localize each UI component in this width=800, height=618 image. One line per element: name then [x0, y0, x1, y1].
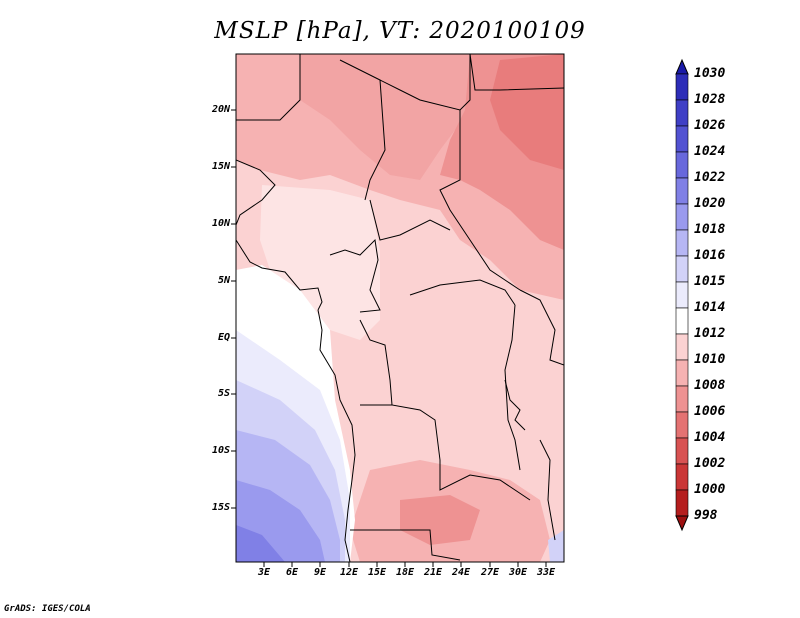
- lon-label-24e: 24E: [451, 567, 471, 578]
- colorbar-label: 1024: [694, 144, 726, 159]
- colorbar-label: 1028: [694, 92, 726, 107]
- lat-label-eq: EQ: [217, 332, 230, 343]
- colorbar-segment: [675, 489, 689, 517]
- lat-label-10n: 10N: [211, 218, 230, 229]
- colorbar-segment: [675, 203, 689, 231]
- lat-label-20n: 20N: [211, 104, 230, 115]
- colorbar-label: 1020: [694, 196, 726, 211]
- colorbar-segment: [675, 125, 689, 153]
- colorbar-segment: [675, 177, 689, 205]
- colorbar-label: 1008: [694, 378, 726, 393]
- colorbar-label: 1000: [694, 482, 726, 497]
- colorbar-segment: [675, 73, 689, 101]
- colorbar-label: 1016: [694, 248, 726, 263]
- grads-credit: GrADS: IGES/COLA: [4, 604, 91, 614]
- axis-ticks: [231, 109, 547, 567]
- colorbar-segment: [675, 281, 689, 309]
- colorbar-label: 1006: [694, 404, 726, 419]
- contour-1022: [236, 525, 285, 562]
- colorbar-segment: [675, 411, 689, 439]
- lon-label-9e: 9E: [313, 567, 327, 578]
- lon-label-30e: 30E: [508, 567, 528, 578]
- colorbar-segment: [675, 255, 689, 283]
- colorbar-segment: [675, 333, 689, 361]
- contour-1012-pale: [260, 185, 380, 340]
- colorbar-segment: [675, 307, 689, 335]
- lat-label-5n: 5N: [217, 275, 230, 286]
- colorbar-segment: [675, 437, 689, 465]
- colorbar-label: 1014: [694, 300, 726, 315]
- lat-label-10s: 10S: [211, 445, 230, 456]
- colorbar-segment: [675, 463, 689, 491]
- colorbar-label: 998: [694, 508, 718, 523]
- colorbar-label: 1022: [694, 170, 726, 185]
- contour-1006: [490, 54, 564, 170]
- colorbar-label: 1015: [694, 274, 726, 289]
- colorbar-label: 1010: [694, 352, 726, 367]
- colorbar-segment: [675, 99, 689, 127]
- map-frame: [235, 53, 565, 563]
- chart-title: MSLP [hPa], VT: 2020100109: [214, 18, 586, 44]
- colorbar-label: 1018: [694, 222, 726, 237]
- lat-label-15s: 15S: [211, 502, 230, 513]
- colorbar-segment: [675, 229, 689, 257]
- colorbar-segment: [675, 385, 689, 413]
- coastlines-borders: [236, 54, 564, 562]
- colorbar-label: 1030: [694, 66, 726, 81]
- lat-label-15n: 15N: [211, 161, 230, 172]
- contour-1008-south: [400, 495, 480, 545]
- contour-1009: [300, 54, 480, 180]
- colorbar-label: 1004: [694, 430, 726, 445]
- colorbar-label: 1026: [694, 118, 726, 133]
- colorbar-segment: [675, 151, 689, 179]
- lon-label-18e: 18E: [395, 567, 415, 578]
- colorbar-bottom-arrow: [675, 515, 689, 532]
- lon-label-3e: 3E: [257, 567, 271, 578]
- colorbar-top-arrow: [675, 58, 689, 75]
- lon-label-27e: 27E: [480, 567, 500, 578]
- colorbar-segments: [675, 58, 689, 532]
- lon-label-15e: 15E: [367, 567, 387, 578]
- lon-label-12e: 12E: [339, 567, 359, 578]
- lat-label-5s: 5S: [217, 388, 230, 399]
- lon-label-21e: 21E: [423, 567, 443, 578]
- lon-label-6e: 6E: [285, 567, 299, 578]
- contour-east-high: [548, 530, 564, 562]
- colorbar-label: 1002: [694, 456, 726, 471]
- colorbar-label: 1012: [694, 326, 726, 341]
- colorbar-segment: [675, 359, 689, 387]
- pressure-field: [236, 54, 564, 562]
- lon-label-33e: 33E: [536, 567, 556, 578]
